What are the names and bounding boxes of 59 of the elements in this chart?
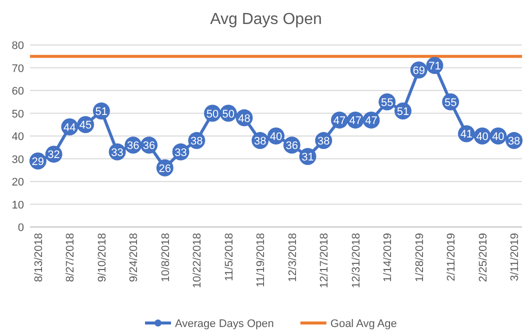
data-label: 69 xyxy=(412,65,425,78)
data-label: 51 xyxy=(396,106,410,118)
x-tick-label: 1/28/2019 xyxy=(414,233,426,282)
data-label: 48 xyxy=(238,112,250,125)
legend-label: Average Days Open xyxy=(175,318,274,330)
y-tick-label: 60 xyxy=(12,86,24,98)
data-label: 44 xyxy=(64,122,76,134)
x-tick-label: 12/17/2018 xyxy=(318,233,331,288)
y-tick-label: 0 xyxy=(18,222,24,234)
data-label: 40 xyxy=(492,131,504,143)
x-tick-label: 9/24/2018 xyxy=(128,233,140,282)
data-label: 55 xyxy=(444,96,457,109)
data-label: 33 xyxy=(111,146,124,159)
data-label: 38 xyxy=(254,136,266,148)
data-label: 36 xyxy=(286,140,298,152)
data-label: 47 xyxy=(365,115,378,128)
data-label: 40 xyxy=(270,131,282,143)
chart-title: Avg Days Open xyxy=(210,11,322,28)
x-tick-label: 9/10/2018 xyxy=(96,233,108,282)
data-label: 31 xyxy=(302,151,314,164)
data-label: 36 xyxy=(142,140,156,152)
y-tick-label: 70 xyxy=(12,62,24,75)
x-tick-label: 8/13/2018 xyxy=(32,233,45,282)
data-label: 50 xyxy=(206,108,219,120)
x-tick-label: 11/5/2018 xyxy=(223,233,236,282)
x-tick-label: 2/25/2019 xyxy=(477,233,490,282)
data-label: 38 xyxy=(317,136,330,148)
data-label: 32 xyxy=(48,149,60,162)
x-tick-label: 11/19/2018 xyxy=(255,233,268,288)
y-tick-label: 10 xyxy=(12,199,24,212)
x-tick-label: 3/11/2019 xyxy=(509,233,522,282)
y-tick-label: 30 xyxy=(12,154,24,166)
y-tick-label: 40 xyxy=(12,131,24,143)
y-tick-label: 20 xyxy=(12,176,24,188)
data-label: 40 xyxy=(476,131,488,143)
data-label: 50 xyxy=(222,108,235,120)
data-label: 38 xyxy=(508,136,520,148)
x-tick-label: 10/8/2018 xyxy=(160,233,172,282)
x-tick-label: 12/31/2018 xyxy=(350,233,362,288)
x-tick-label: 1/14/2019 xyxy=(382,233,394,282)
data-label: 51 xyxy=(95,106,108,118)
legend-label: Goal Avg Age xyxy=(330,318,397,330)
data-label: 55 xyxy=(380,96,394,109)
y-tick-label: 50 xyxy=(12,108,24,120)
data-label: 41 xyxy=(460,128,473,141)
data-label: 26 xyxy=(158,162,172,175)
x-tick-label: 12/3/2018 xyxy=(286,233,299,282)
x-tick-label: 10/22/2018 xyxy=(192,233,204,288)
x-tick-label: 8/27/2018 xyxy=(64,233,77,282)
x-tick-label: 2/11/2019 xyxy=(446,233,458,282)
y-tick-label: 80 xyxy=(12,40,24,52)
data-label: 36 xyxy=(127,140,140,152)
data-label: 71 xyxy=(428,60,441,72)
data-label: 47 xyxy=(333,115,346,128)
data-label: 33 xyxy=(174,146,187,159)
data-label: 47 xyxy=(349,115,362,128)
data-label: 45 xyxy=(79,120,92,132)
data-label: 38 xyxy=(190,136,203,148)
data-label: 29 xyxy=(32,156,44,168)
